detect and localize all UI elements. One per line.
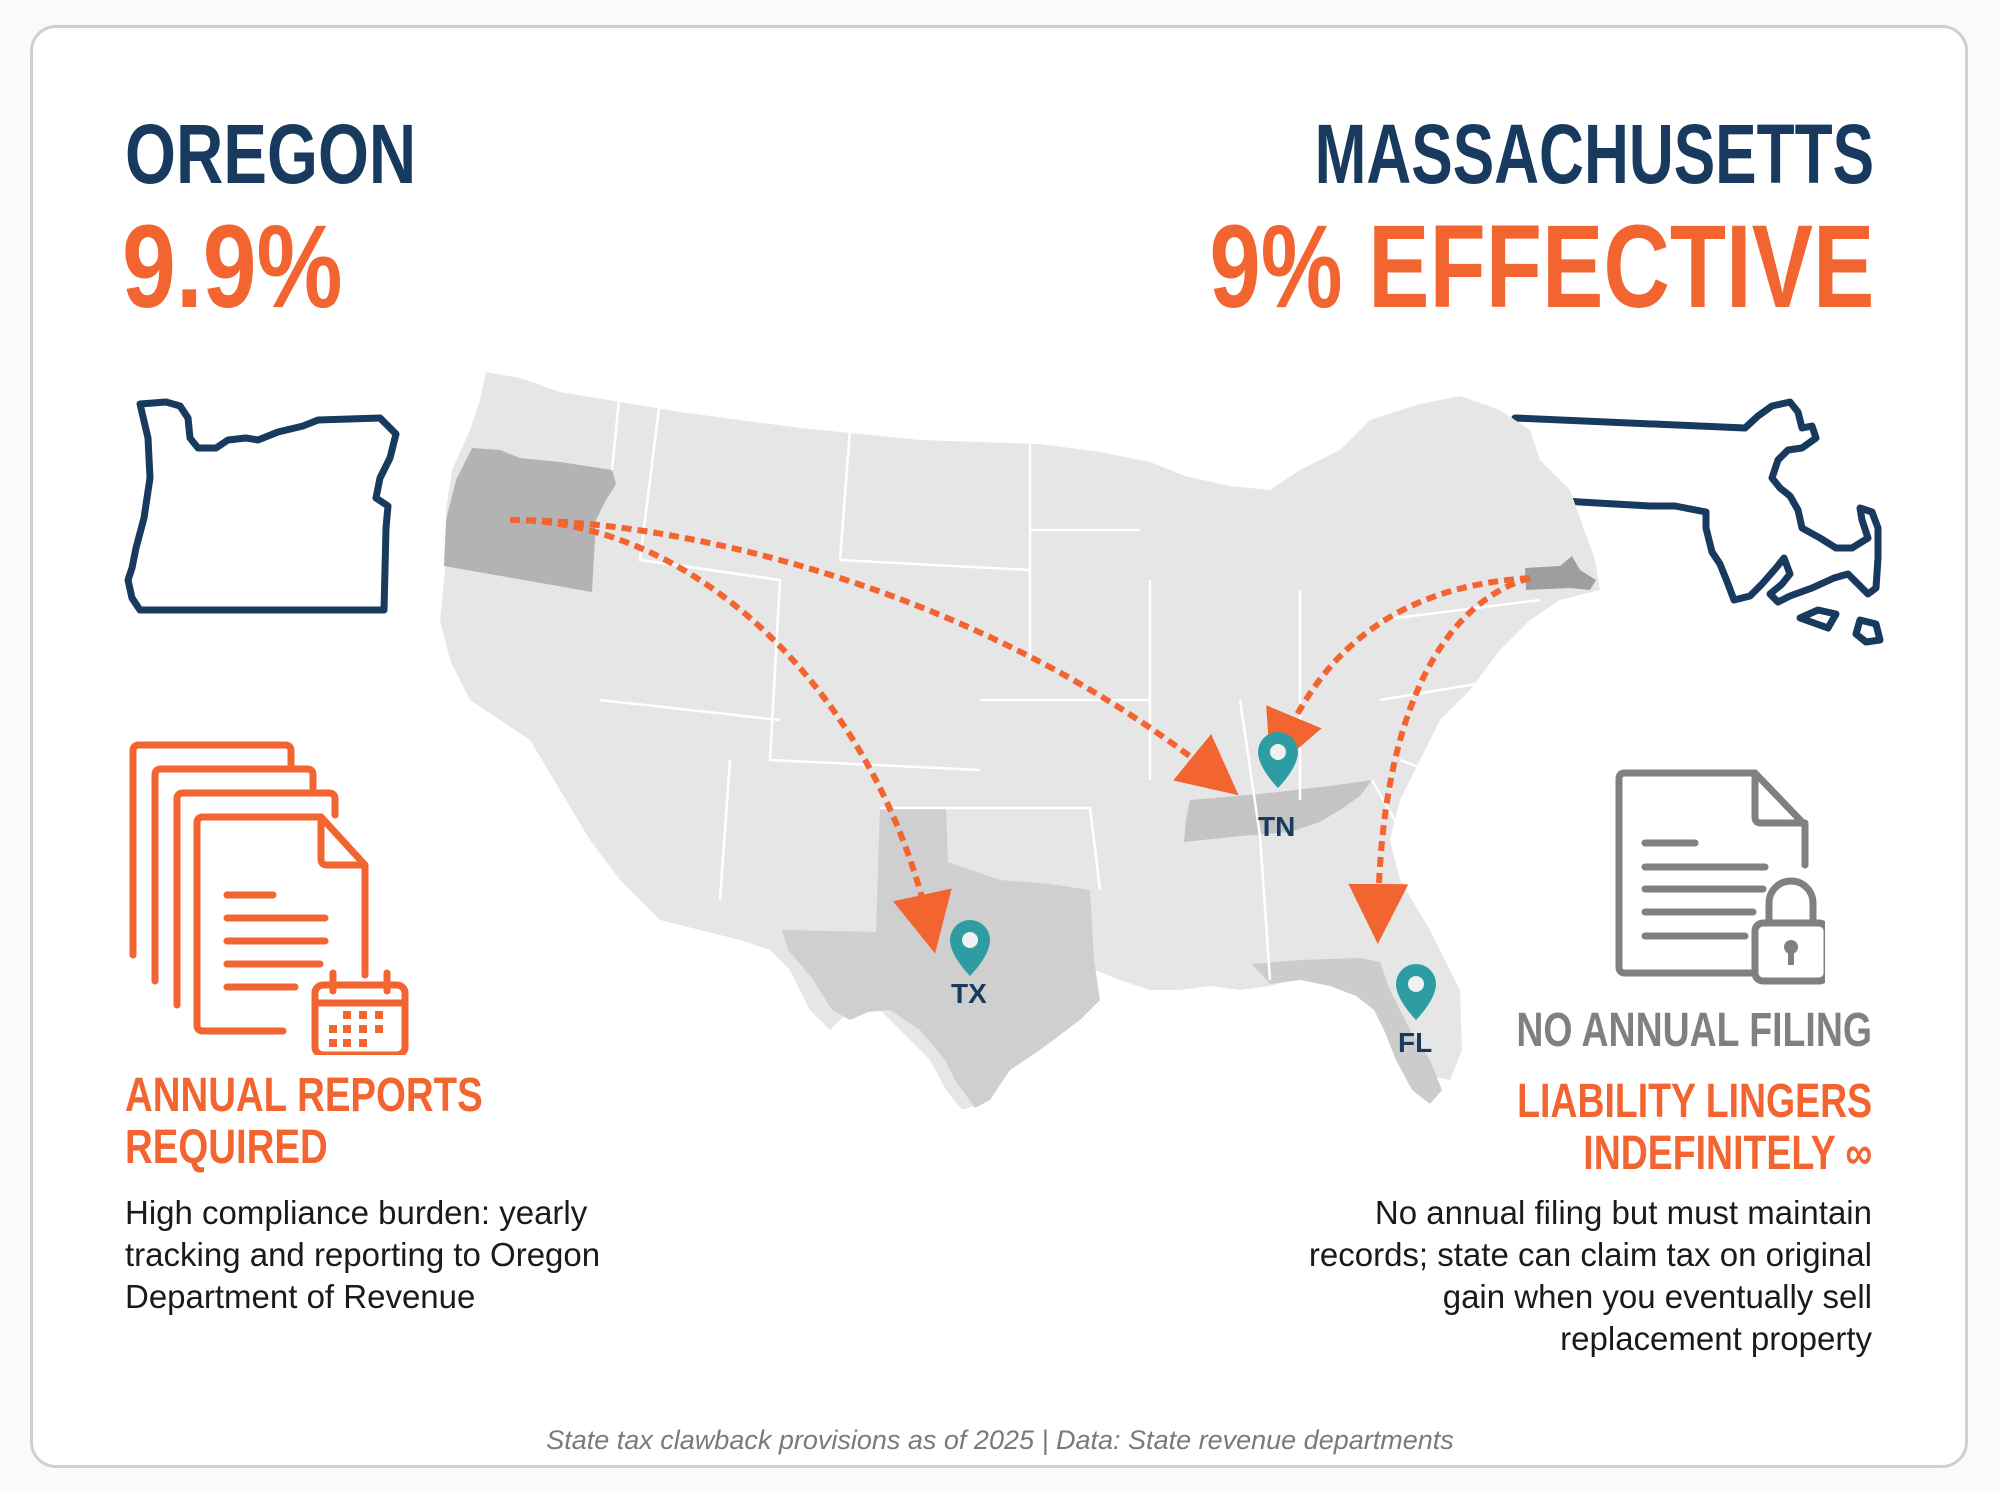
pin-label-tx: TX [951, 978, 987, 1009]
pin-label-fl: FL [1398, 1027, 1432, 1058]
arrow-ma-to-tn [1266, 575, 1531, 773]
arrow-or-to-tx [509, 517, 952, 954]
stacked-documents-calendar-icon [129, 741, 409, 1055]
liability-heading-line2: INDEFINITELY ∞ [1583, 1127, 1872, 1180]
document-lock-icon [1615, 769, 1825, 985]
tennessee-highlight [1184, 780, 1372, 842]
florida-highlight [1252, 958, 1442, 1104]
annual-reports-heading-line1: ANNUAL REPORTS [125, 1069, 483, 1122]
us-mainland-shape [440, 372, 1600, 1110]
pin-label-tn: TN [1258, 811, 1295, 842]
texas-highlight [782, 808, 1100, 1108]
massachusetts-title: MASSACHUSETTS [1314, 107, 1874, 201]
liability-heading: LIABILITY LINGERS INDEFINITELY ∞ [1517, 1076, 1872, 1180]
arrow-ma-to-fl [1348, 575, 1531, 944]
liability-heading-line1: LIABILITY LINGERS [1516, 1075, 1872, 1128]
massachusetts-description: No annual filing but must maintain recor… [1308, 1194, 1872, 1357]
infinity-icon: ∞ [1845, 1127, 1872, 1180]
pin-tn[interactable]: TN [1258, 732, 1298, 842]
annual-reports-heading: ANNUAL REPORTS REQUIRED [125, 1070, 483, 1174]
pin-fl[interactable]: FL [1396, 964, 1436, 1058]
massachusetts-highlight [1525, 556, 1596, 590]
annual-reports-heading-line2: REQUIRED [125, 1121, 328, 1174]
massachusetts-rate: 9% EFFECTIVE [1209, 201, 1874, 333]
migration-arrows [509, 517, 1531, 954]
massachusetts-outline-icon [1496, 398, 1884, 646]
pin-tx[interactable]: TX [950, 920, 990, 1009]
oregon-description: High compliance burden: yearly tracking … [125, 1194, 601, 1315]
no-annual-filing-heading: NO ANNUAL FILING [1516, 1004, 1872, 1057]
arrow-or-to-tn [509, 517, 1239, 796]
us-map: TN TX FL [440, 372, 1600, 1110]
oregon-rate: 9.9% [122, 201, 343, 333]
footer-source-note: State tax clawback provisions as of 2025… [546, 1425, 1454, 1455]
oregon-outline-icon [124, 398, 400, 614]
oregon-title: OREGON [125, 107, 417, 201]
